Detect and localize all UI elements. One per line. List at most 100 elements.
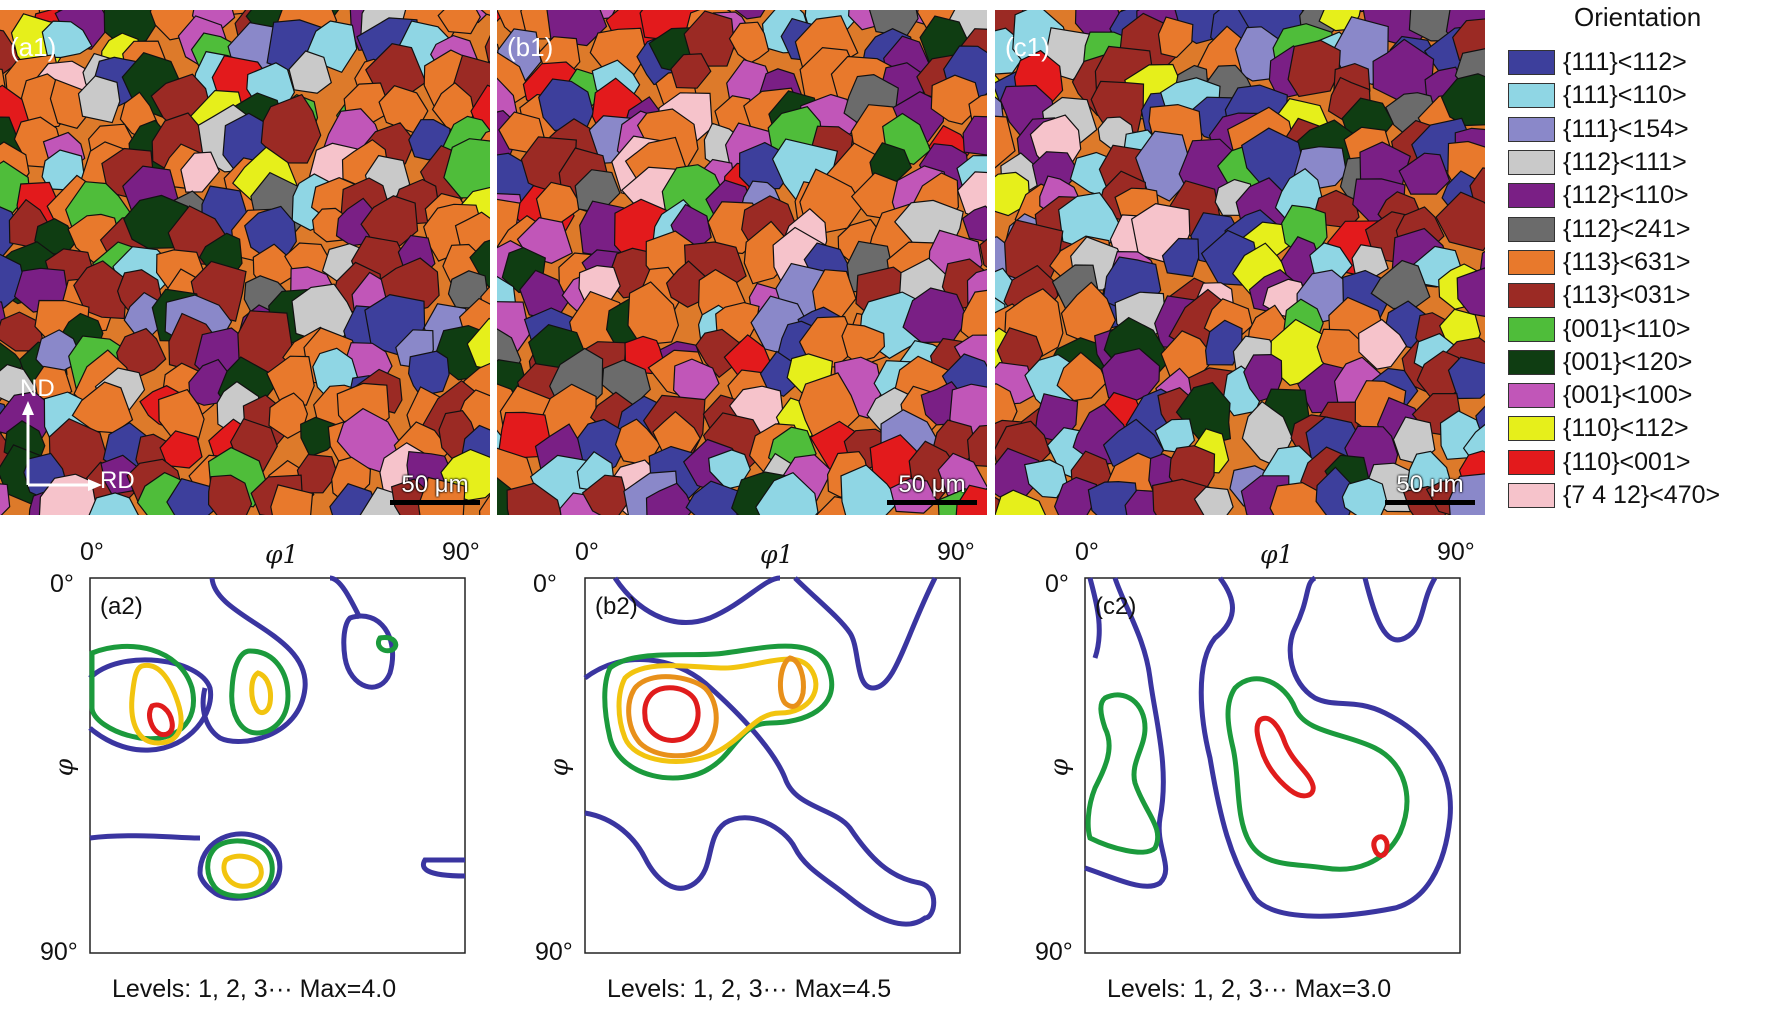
scale-bar-line	[390, 500, 480, 505]
x-axis-title: φ1	[265, 540, 299, 569]
grain	[581, 474, 629, 515]
legend-item: {113}<031>	[1508, 279, 1720, 312]
grain	[1135, 130, 1195, 202]
grain	[484, 34, 490, 63]
grain	[966, 424, 987, 467]
grain	[960, 289, 987, 348]
grain	[0, 253, 27, 311]
grain	[930, 74, 982, 125]
legend-label: {111}<154>	[1563, 114, 1689, 143]
grain	[88, 492, 139, 515]
legend-label: {112}<111>	[1563, 148, 1687, 177]
legend-item: {001}<120>	[1508, 346, 1720, 379]
grain	[1204, 319, 1243, 366]
legend-item: {111}<154>	[1508, 113, 1720, 146]
grain	[755, 471, 819, 515]
x-axis-start: 0°	[1075, 538, 1099, 566]
legend-item: {7 4 12}<470>	[1508, 479, 1720, 512]
scale-bar: 50 μm	[390, 472, 480, 505]
grain	[437, 10, 481, 35]
grain	[1456, 267, 1485, 318]
grain	[670, 53, 712, 89]
legend-item: {112}<110>	[1508, 179, 1720, 212]
legend-label: {111}<112>	[1563, 48, 1687, 77]
x-axis-start: 0°	[80, 538, 104, 566]
y-axis-end: 90°	[535, 938, 573, 966]
legend-swatch	[1508, 483, 1555, 508]
scale-bar-line	[887, 500, 977, 505]
legend-swatch	[1508, 83, 1555, 109]
x-axis-title: φ1	[760, 540, 794, 569]
legend-item: {110}<001>	[1508, 446, 1720, 479]
orientation-legend: {111}<112> {111}<110> {111}<154> {112}<111>…	[1508, 46, 1720, 512]
grain	[1056, 351, 1108, 402]
grain	[728, 21, 770, 64]
scale-bar: 50 μm	[1385, 472, 1475, 505]
odf-section-b2: 0° φ1 90° 0° φ 90° (b2) Levels: 1, 2, 3·…	[495, 538, 995, 1018]
y-axis-title: φ	[49, 758, 79, 777]
grain	[683, 10, 736, 67]
legend-label: {001}<120>	[1563, 347, 1693, 376]
grain	[1447, 356, 1485, 400]
grain	[296, 453, 339, 494]
legend-title: Orientation	[1574, 2, 1702, 32]
grain	[961, 205, 987, 243]
grain	[417, 476, 466, 515]
grain	[0, 483, 11, 515]
x-axis-title: φ1	[1260, 540, 1294, 569]
grain	[266, 355, 315, 406]
grain	[962, 115, 987, 156]
odf-section-a2: 0° φ1 90° 0° φ 90° (a2) Levels: 1, 2, 3·…	[0, 538, 500, 1018]
grain	[627, 281, 680, 346]
odf-section-c2: 0° φ1 90° 0° φ 90° (c2) Levels: 1, 2, 3·…	[995, 538, 1495, 1018]
legend-swatch	[1508, 383, 1555, 409]
grain	[1053, 476, 1098, 515]
legend-label: {113}<631>	[1563, 247, 1691, 276]
ebsd-map-b1: (b1) 50 μm	[497, 10, 987, 515]
legend-label: {112}<241>	[1563, 214, 1691, 243]
grain	[685, 480, 741, 515]
legend-label: {7 4 12}<470>	[1563, 481, 1721, 509]
grain	[1023, 459, 1068, 499]
grain	[979, 238, 987, 268]
grain	[995, 489, 1047, 515]
grain	[841, 323, 886, 363]
scale-bar: 50 μm	[887, 472, 977, 505]
legend-label: {112}<110>	[1563, 181, 1689, 210]
legend-item: {001}<100>	[1508, 379, 1720, 412]
y-axis-end: 90°	[40, 938, 78, 966]
scale-bar-line	[1385, 500, 1475, 505]
rd-label: RD	[100, 467, 135, 494]
panel-label: (c2)	[1095, 593, 1137, 620]
contour-levels: Levels: 1, 2, 3··· Max=4.5	[607, 975, 892, 1003]
grain	[1157, 16, 1194, 59]
x-axis-end: 90°	[442, 538, 480, 566]
grain-map	[0, 10, 490, 515]
grain	[41, 20, 93, 59]
legend-swatch	[1508, 249, 1555, 275]
legend-label: {111}<110>	[1563, 81, 1687, 110]
grain	[708, 449, 751, 490]
panel-label: (b1)	[507, 32, 554, 62]
grain	[734, 10, 766, 20]
grain-map	[497, 10, 987, 515]
scale-bar-label: 50 μm	[401, 471, 469, 498]
grain	[71, 381, 134, 434]
legend-item: {001}<110>	[1508, 312, 1720, 345]
grain	[478, 494, 490, 515]
panel-label: (a2)	[100, 593, 143, 620]
x-axis-end: 90°	[937, 538, 975, 566]
y-axis-start: 0°	[533, 570, 557, 598]
grain	[407, 350, 450, 397]
grain	[665, 260, 706, 308]
legend-item: {112}<241>	[1508, 212, 1720, 245]
ebsd-map-c1: (c1) 50 μm	[995, 10, 1485, 515]
grain	[180, 151, 221, 193]
scale-bar-label: 50 μm	[898, 471, 966, 498]
legend-item: {111}<110>	[1508, 79, 1720, 112]
legend-swatch	[1508, 183, 1555, 209]
legend-swatch	[1508, 349, 1555, 375]
grain	[300, 416, 337, 458]
x-axis-end: 90°	[1437, 538, 1475, 566]
legend-swatch	[1508, 316, 1555, 342]
